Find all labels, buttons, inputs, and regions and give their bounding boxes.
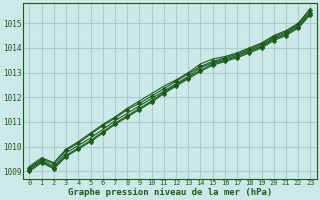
X-axis label: Graphe pression niveau de la mer (hPa): Graphe pression niveau de la mer (hPa) — [68, 188, 272, 197]
